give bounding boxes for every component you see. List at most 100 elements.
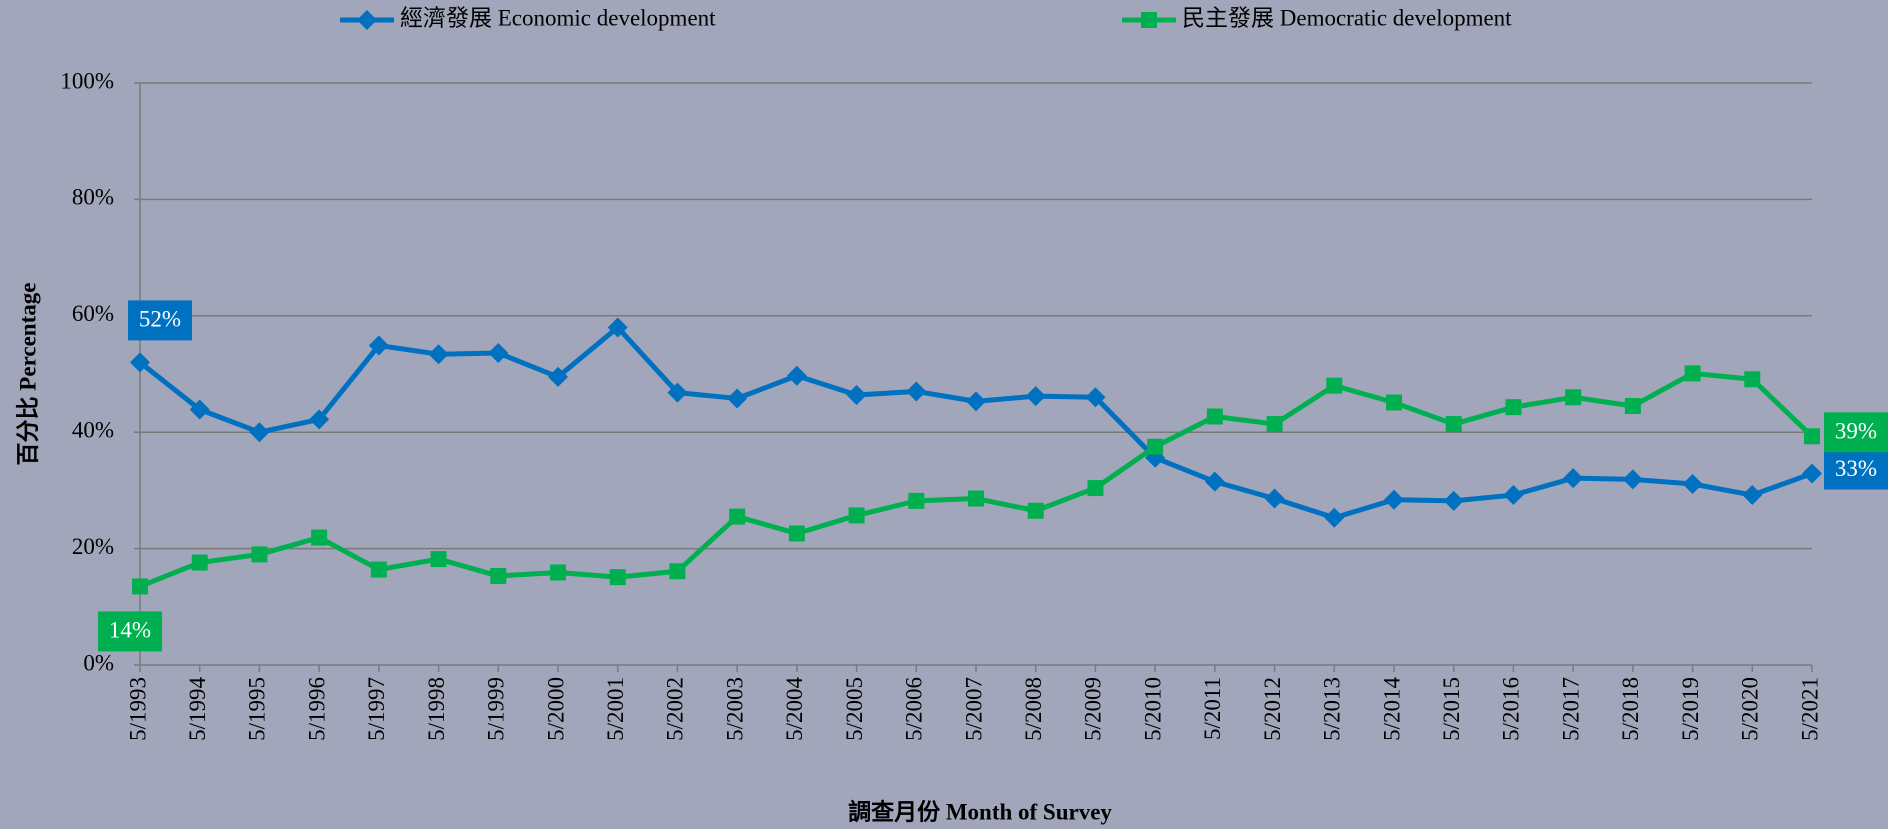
x-tick-label: 5/1995 xyxy=(245,677,270,741)
x-tick-label: 5/2008 xyxy=(1021,677,1046,741)
y-tick-label: 60% xyxy=(72,301,114,326)
point xyxy=(1324,507,1345,528)
x-tick-label: 5/2011 xyxy=(1200,677,1225,740)
point xyxy=(490,567,507,584)
legend-label: 民主發展 Democratic development xyxy=(1182,5,1512,30)
data-label-box xyxy=(128,300,192,341)
legend-label: 經濟發展 Economic development xyxy=(400,5,716,30)
x-tick-label: 5/2005 xyxy=(842,677,867,741)
y-axis-title: 百分比 Percentage xyxy=(15,283,40,466)
point xyxy=(1802,463,1822,484)
y-tick-label: 0% xyxy=(83,650,114,675)
x-tick-label: 5/2018 xyxy=(1618,677,1643,741)
point xyxy=(249,422,270,443)
point xyxy=(906,381,927,402)
x-tick-label: 5/2017 xyxy=(1558,677,1583,741)
point xyxy=(1682,473,1703,494)
point xyxy=(607,317,628,338)
point xyxy=(1503,485,1524,506)
point xyxy=(968,490,984,507)
data-label: 14% xyxy=(109,618,151,643)
point xyxy=(370,561,387,578)
x-tick-label: 5/2004 xyxy=(782,677,807,741)
point xyxy=(368,335,389,356)
point xyxy=(908,492,925,509)
x-tick-label: 5/2001 xyxy=(603,677,628,741)
point xyxy=(488,343,509,364)
data-label-box xyxy=(1824,449,1888,490)
point xyxy=(1027,502,1044,519)
point xyxy=(550,564,566,581)
point xyxy=(729,508,746,525)
point xyxy=(1206,408,1223,425)
x-tick-label: 5/1996 xyxy=(304,677,329,741)
data-label-box xyxy=(98,611,162,652)
x-tick-label: 5/2013 xyxy=(1320,677,1345,741)
point xyxy=(430,551,447,568)
x-tick-label: 5/2015 xyxy=(1439,677,1464,741)
point xyxy=(788,525,805,542)
y-tick-label: 80% xyxy=(72,185,114,210)
data-label-box xyxy=(1824,412,1888,453)
legend-marker xyxy=(357,10,377,30)
point xyxy=(846,384,867,405)
point xyxy=(1085,387,1106,408)
point xyxy=(311,529,328,546)
x-tick-label: 5/1994 xyxy=(185,677,210,741)
point xyxy=(1563,468,1584,489)
point xyxy=(189,399,210,420)
point xyxy=(1204,471,1225,492)
x-tick-label: 5/2000 xyxy=(543,677,568,741)
point xyxy=(1624,398,1641,415)
point xyxy=(132,578,148,595)
x-tick-label: 5/2010 xyxy=(1140,677,1165,741)
point xyxy=(1622,469,1643,490)
point xyxy=(727,388,748,409)
point xyxy=(667,382,688,403)
point xyxy=(1087,480,1104,497)
point xyxy=(1147,438,1164,455)
point xyxy=(1384,489,1404,510)
x-tick-label: 5/2009 xyxy=(1081,677,1106,741)
x-tick-label: 5/2016 xyxy=(1499,677,1524,741)
point xyxy=(1742,485,1763,506)
x-tick-label: 5/2012 xyxy=(1260,677,1285,741)
point xyxy=(1025,386,1046,407)
point xyxy=(1744,371,1761,388)
y-tick-label: 100% xyxy=(60,68,114,93)
x-tick-label: 5/2007 xyxy=(961,677,986,741)
data-label: 39% xyxy=(1835,419,1877,444)
x-tick-label: 5/2019 xyxy=(1678,677,1703,741)
x-tick-label: 5/2020 xyxy=(1738,677,1763,741)
point xyxy=(609,569,626,586)
x-tick-label: 5/1993 xyxy=(125,677,150,741)
point xyxy=(251,546,268,563)
x-tick-label: 5/1998 xyxy=(424,677,449,741)
point xyxy=(1684,365,1701,382)
point xyxy=(1326,377,1343,394)
legend-marker xyxy=(1141,12,1157,28)
point xyxy=(786,365,807,386)
point xyxy=(191,554,208,571)
point xyxy=(669,563,686,580)
point xyxy=(966,391,986,412)
point xyxy=(1386,394,1402,411)
point xyxy=(1804,428,1820,445)
x-tick-label: 5/2021 xyxy=(1797,677,1822,741)
data-label: 52% xyxy=(139,307,181,332)
x-tick-label: 5/2002 xyxy=(663,677,688,741)
x-tick-label: 5/2006 xyxy=(902,677,927,741)
point xyxy=(1565,389,1582,406)
x-tick-label: 5/2003 xyxy=(722,677,747,741)
point xyxy=(130,352,150,373)
point xyxy=(309,409,330,430)
x-tick-label: 5/1997 xyxy=(364,677,389,741)
data-label: 33% xyxy=(1835,456,1877,481)
point xyxy=(428,344,449,365)
x-tick-label: 5/1999 xyxy=(484,677,509,741)
y-tick-label: 40% xyxy=(72,417,114,442)
point xyxy=(1266,416,1283,433)
point xyxy=(848,507,865,524)
